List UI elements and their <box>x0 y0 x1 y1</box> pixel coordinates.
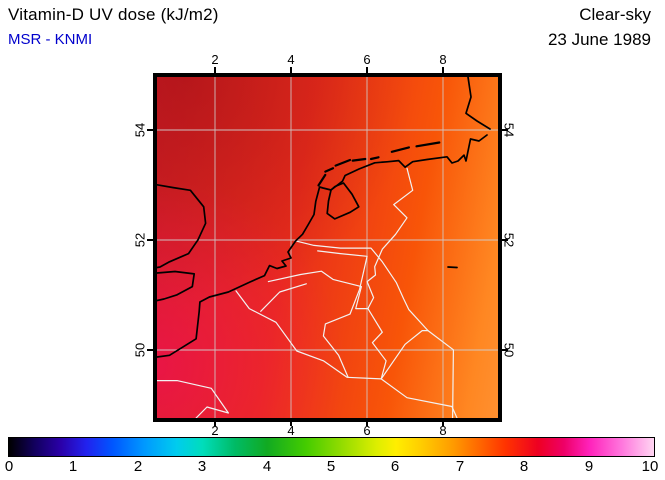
river-moselle <box>380 330 429 380</box>
tick-mark <box>290 422 292 426</box>
border-belgium-germany-luxembourg <box>367 308 387 380</box>
colorbar-gradient <box>9 438 654 456</box>
wadden-islands <box>317 141 441 187</box>
tick-mark <box>442 67 444 73</box>
lat-label-right-2: 50 <box>501 342 517 358</box>
coast-uk-kent <box>157 270 196 302</box>
lon-label-top-1: 4 <box>287 52 295 67</box>
tick-mark <box>366 422 368 426</box>
date-label: 23 June 1989 <box>547 30 651 49</box>
border-netherlands-germany <box>366 167 414 310</box>
river-scheldt <box>260 283 307 312</box>
tick-mark <box>147 349 153 351</box>
tick-mark <box>502 129 508 131</box>
map-overlay-svg <box>157 77 498 418</box>
lat-label-left-1: 52 <box>132 232 148 248</box>
coast-continent <box>157 134 488 358</box>
lon-label-top-3: 8 <box>439 52 447 67</box>
tick-mark <box>214 422 216 426</box>
header-right: Clear-sky 23 June 1989 <box>548 5 651 50</box>
tick-mark <box>442 422 444 426</box>
canal-dash <box>447 266 458 269</box>
colorbar-tick-4: 4 <box>262 458 272 475</box>
coast-denmark <box>465 77 491 130</box>
lon-label-top-2: 6 <box>363 52 371 67</box>
country-borders-and-rivers <box>157 167 458 418</box>
tick-mark <box>147 239 153 241</box>
map-frame <box>153 73 502 422</box>
tick-mark <box>290 67 292 73</box>
lon-label-bottom-1: 4 <box>287 423 295 438</box>
figure-title: Vitamin-D UV dose (kJ/m2) <box>8 5 219 24</box>
colorbar-tick-1: 1 <box>68 458 78 475</box>
map-field <box>157 77 498 418</box>
tick-mark <box>502 349 508 351</box>
lat-label-right-1: 52 <box>501 232 517 248</box>
lon-label-top-0: 2 <box>211 52 219 67</box>
graticule-lines <box>157 77 498 418</box>
colorbar-tick-3: 3 <box>197 458 207 475</box>
tick-mark <box>147 129 153 131</box>
lat-label-left-2: 50 <box>132 342 148 358</box>
colorbar-tick-0: 0 <box>4 458 14 475</box>
colorbar-tick-8: 8 <box>519 458 529 475</box>
lon-label-bottom-2: 6 <box>363 423 371 438</box>
river-rhine <box>295 240 454 418</box>
lat-label-right-0: 54 <box>501 122 517 138</box>
river-seine <box>157 380 229 418</box>
tick-mark <box>366 67 368 73</box>
colorbar-tick-7: 7 <box>455 458 465 475</box>
lon-label-bottom-3: 8 <box>439 423 447 438</box>
tick-mark <box>502 239 508 241</box>
figure-source: MSR - KNMI <box>8 31 93 48</box>
border-france-belgium-germany <box>235 290 458 418</box>
river-meuse <box>317 250 368 378</box>
colorbar-tick-5: 5 <box>326 458 336 475</box>
lon-label-bottom-0: 2 <box>211 423 219 438</box>
colorbar-tick-2: 2 <box>133 458 143 475</box>
lake-ijsselmeer <box>326 182 360 220</box>
coastlines <box>157 77 491 358</box>
condition-label: Clear-sky <box>579 5 651 24</box>
colorbar <box>8 437 655 457</box>
lat-label-left-0: 54 <box>132 122 148 138</box>
coast-uk-east-anglia <box>157 183 207 269</box>
colorbar-tick-10: 10 <box>641 458 659 475</box>
colorbar-tick-6: 6 <box>390 458 400 475</box>
colorbar-tick-9: 9 <box>584 458 594 475</box>
border-belgium-netherlands <box>267 270 369 310</box>
tick-mark <box>214 67 216 73</box>
